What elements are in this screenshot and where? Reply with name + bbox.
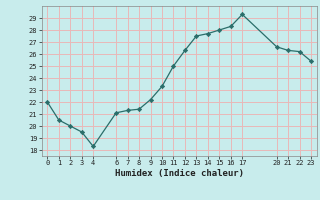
X-axis label: Humidex (Indice chaleur): Humidex (Indice chaleur) (115, 169, 244, 178)
